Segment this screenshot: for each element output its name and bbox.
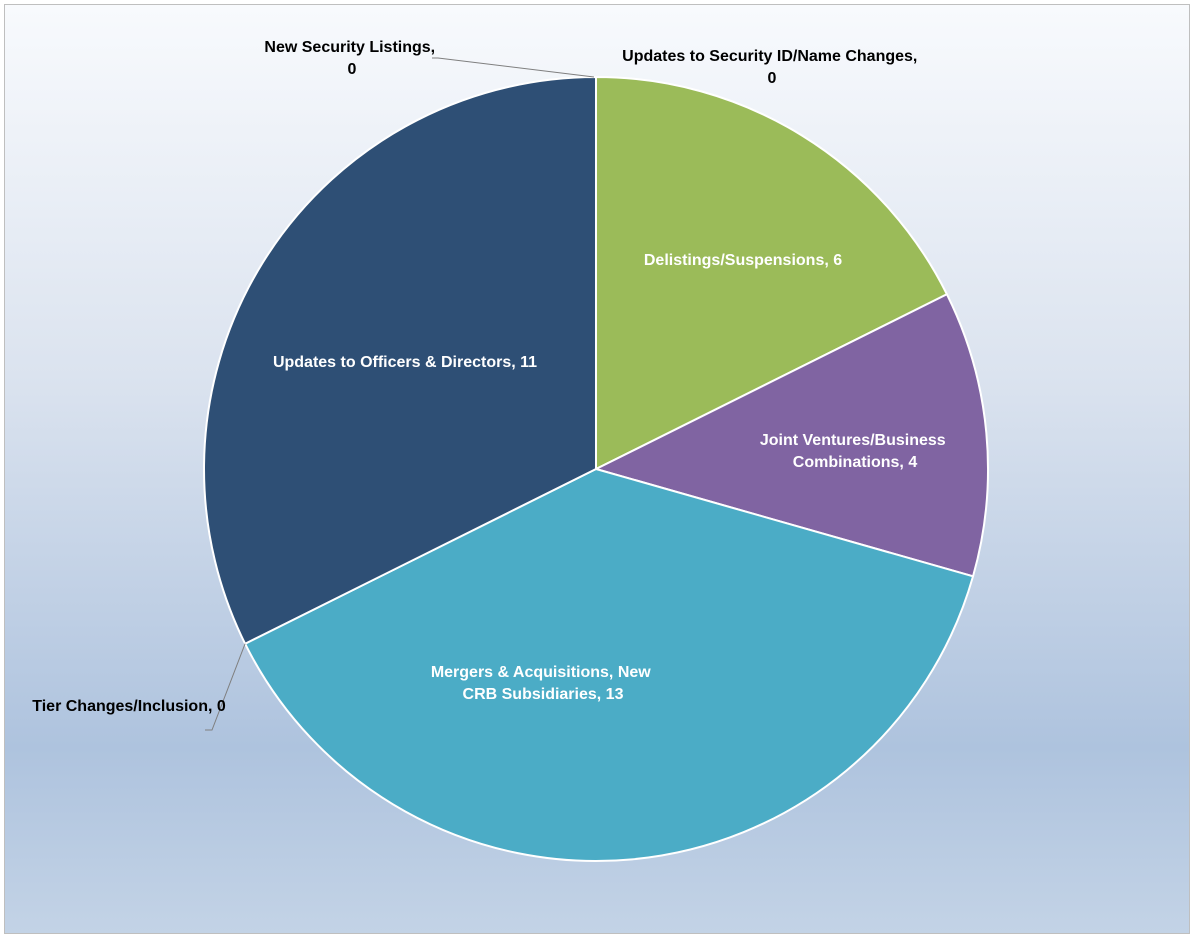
leader-line-tier-changes: [205, 643, 246, 731]
pie-slice-mergers-acquisitions-new-crb-subsidiaries: [244, 468, 975, 862]
leader-line-new-security-listings: [432, 57, 595, 78]
pie-slice-updates-to-officers-directors: [203, 76, 597, 645]
pie-slices: [203, 76, 989, 862]
pie-slice-joint-ventures-business-combinations: [595, 293, 989, 578]
leader-lines: [205, 57, 595, 731]
pie-slice-delistings-suspensions: [595, 76, 948, 470]
label-delistings-suspensions: Delistings/Suspensions, 6: [644, 252, 842, 269]
label-mergers-acquisitions: Mergers & Acquisitions, New CRB Subsidia…: [431, 664, 655, 703]
label-tier-changes: Tier Changes/Inclusion, 0: [32, 698, 226, 715]
label-joint-ventures: Joint Ventures/Business Combinations, 4: [760, 432, 950, 471]
data-labels: New Security Listings, 0 Updates to Secu…: [32, 39, 950, 715]
label-officers-directors: Updates to Officers & Directors, 11: [273, 354, 537, 371]
label-new-security-listings: New Security Listings, 0: [264, 39, 439, 78]
label-updates-security-id: Updates to Security ID/Name Changes, 0: [622, 48, 922, 87]
